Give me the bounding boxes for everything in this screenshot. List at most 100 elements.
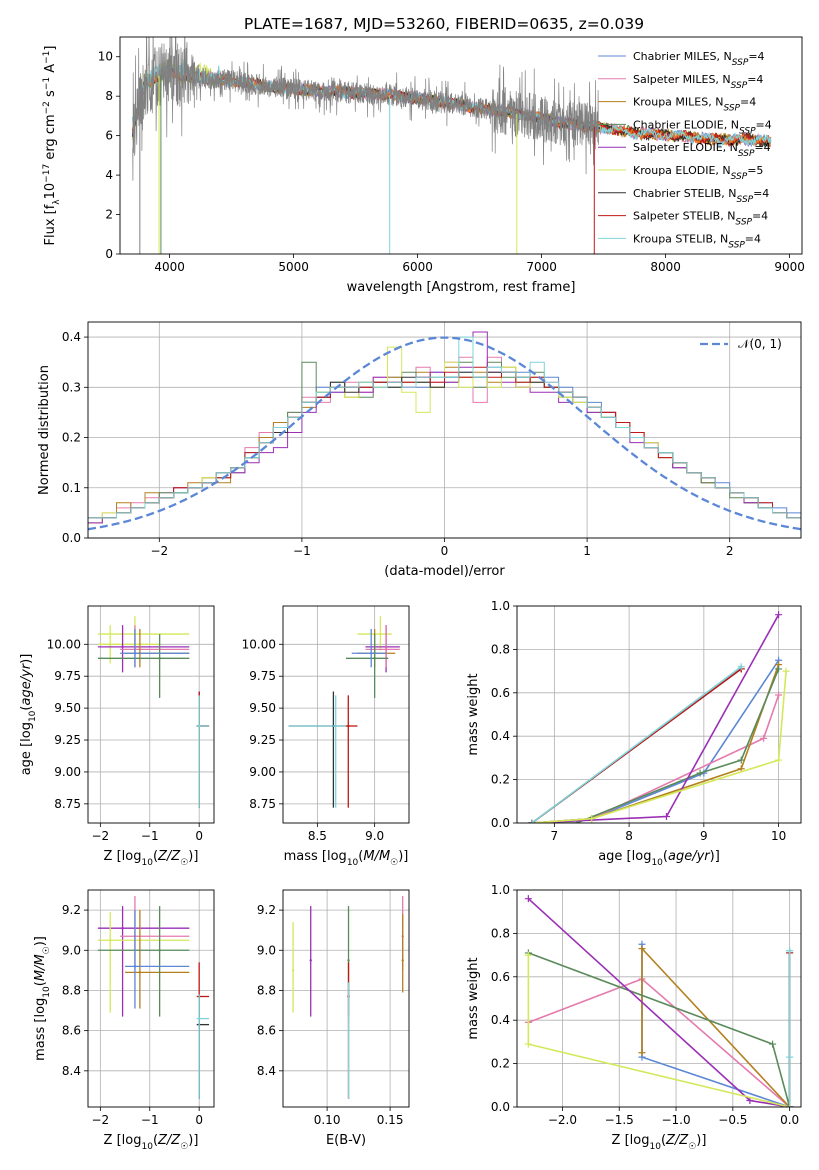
- x-tick-label: −1.5: [605, 1113, 634, 1127]
- x-tick-label: −2.0: [548, 1113, 577, 1127]
- x-tick-label: 4000: [154, 260, 185, 274]
- data-point: [334, 724, 337, 728]
- x-axis-label: wavelength [Angstrom, rest frame]: [347, 280, 576, 295]
- series-marker: [662, 812, 670, 820]
- data-point: [158, 657, 161, 660]
- massweight_vs_age-plot-area: [528, 611, 790, 823]
- y-tick-label: 9.2: [62, 903, 81, 917]
- x-tick-label: 8000: [650, 260, 681, 274]
- y-tick-label: 0.0: [491, 816, 510, 830]
- x-axis-label: Z [log10(Z/Z☉)]: [104, 1133, 199, 1152]
- series-marker: [786, 947, 794, 955]
- data-point: [133, 652, 137, 655]
- x-tick-label: −0.5: [718, 1113, 747, 1127]
- spectrum-panel: 4000 5000 6000 7000 8000 9000 0 2 4 6 8 10 wavelengt…: [42, 36, 805, 295]
- axes-frame: [516, 605, 802, 824]
- residuals-legend: 𝒩(0, 1): [700, 337, 782, 351]
- series-marker: [775, 756, 783, 764]
- x-tick-label: 6000: [402, 260, 433, 274]
- y-tick-label: 0.6: [491, 970, 510, 984]
- data-point: [291, 969, 295, 972]
- y-tick-label: 0.3: [62, 380, 81, 394]
- y-axis-label: Flux [fλ10−17 erg cm−2 s−1 A−1]: [42, 46, 62, 246]
- series-marker: [524, 951, 532, 959]
- gaussian-curve: [88, 336, 801, 531]
- histogram-step: [88, 336, 801, 538]
- axes-frame: [282, 605, 410, 824]
- x-tick-label: 7: [551, 829, 559, 843]
- x-tick-label: 2: [726, 544, 734, 558]
- y-tick-label: 9.0: [257, 943, 276, 957]
- x-tick-label: −1: [141, 1113, 159, 1127]
- massweight_vs_age-panel: 7 8 9 10 0.0 0.2 0.4 0.6 0.8 1.0 age [log10(age/yr…: [466, 599, 802, 868]
- y-tick-label: 8.4: [257, 1064, 276, 1078]
- massweight_vs_metallicity-plot-area: [524, 895, 794, 1107]
- y-axis-label: age [log10(age/yr)]: [19, 654, 38, 776]
- series-marker: [737, 756, 745, 764]
- data-point: [138, 971, 142, 974]
- y-tick-label: 0.0: [62, 531, 81, 545]
- x-tick-label: 10: [771, 829, 786, 843]
- y-axis-label: Normed distribution: [37, 365, 52, 495]
- data-point: [309, 959, 312, 962]
- x-tick-label: 0: [195, 1113, 203, 1127]
- y-tick-label: 0.2: [491, 773, 510, 787]
- y-tick-label: 8.6: [257, 1024, 276, 1038]
- axes-frame: [87, 889, 215, 1108]
- series-marker: [696, 769, 704, 777]
- series-marker: [638, 1049, 646, 1057]
- legend-label: Kroupa STELIB, NSSP=4: [633, 232, 761, 250]
- x-tick-label: 0.0: [780, 1113, 799, 1127]
- data-point: [370, 652, 373, 655]
- y-axis-label: mass weight: [466, 957, 481, 1039]
- y-tick-label: 0.4: [491, 1013, 510, 1027]
- y-tick-label: 0.0: [491, 1100, 510, 1114]
- series-marker: [775, 665, 783, 673]
- x-tick-label: 7000: [526, 260, 557, 274]
- series-marker: [775, 611, 783, 619]
- series-line: [641, 946, 791, 1107]
- legend-label: Chabrier ELODIE, NSSP=4: [633, 118, 772, 136]
- y-axis-label: mass [log10(M/M☉)]: [33, 936, 52, 1061]
- series-marker: [760, 734, 768, 742]
- series-marker: [786, 1103, 794, 1107]
- series-line: [528, 978, 791, 1107]
- data-point: [347, 1029, 350, 1032]
- y-tick-label: 2: [105, 208, 113, 222]
- y-tick-label: 4: [105, 168, 113, 182]
- x-tick-label: 0.10: [314, 1113, 341, 1127]
- data-point: [133, 965, 137, 968]
- data-point: [121, 645, 124, 649]
- series-line: [531, 668, 780, 823]
- y-tick-label: 9.50: [54, 701, 81, 715]
- data-point: [197, 1017, 201, 1020]
- x-tick-label: 8.5: [308, 829, 327, 843]
- y-tick-label: 8.8: [257, 983, 276, 997]
- age_vs_mass-plot-area: [288, 616, 400, 808]
- legend-label: Chabrier STELIB, NSSP=4: [633, 187, 769, 205]
- y-tick-label: 10: [98, 50, 113, 64]
- x-axis-label: mass [log10(M/M☉)]: [284, 849, 409, 868]
- x-tick-label: 9: [700, 829, 708, 843]
- x-tick-label: −1.0: [661, 1113, 690, 1127]
- series-marker: [638, 945, 646, 953]
- y-tick-label: 0.8: [491, 926, 510, 940]
- y-tick-label: 0.4: [62, 330, 81, 344]
- ebv-plot-area: [291, 896, 404, 1099]
- data-point: [109, 643, 112, 646]
- data-point: [379, 632, 382, 636]
- legend-label: Kroupa MILES, NSSP=4: [633, 96, 756, 114]
- data-point: [197, 724, 201, 728]
- series-marker: [588, 815, 596, 823]
- y-tick-label: 9.25: [54, 733, 81, 747]
- y-tick-label: 9.00: [54, 765, 81, 779]
- y-axis-label: mass weight: [466, 673, 481, 755]
- age_vs_metallicity-panel: −2 −1 0 8.75 9.00 9.25 9.50 9.75 10.00 Z [log10(Z…: [19, 605, 215, 868]
- x-tick-label: −2: [92, 1113, 110, 1127]
- y-tick-label: 9.75: [54, 669, 81, 683]
- x-axis-label: Z [log10(Z/Z☉)]: [104, 849, 199, 868]
- residuals-plot-area: [88, 331, 801, 538]
- series-marker: [769, 1040, 777, 1048]
- spectrum-legend: Chabrier MILES, NSSP=4 Salpeter MILES, NS…: [598, 50, 772, 250]
- age_vs_metallicity-plot-area: [97, 616, 210, 808]
